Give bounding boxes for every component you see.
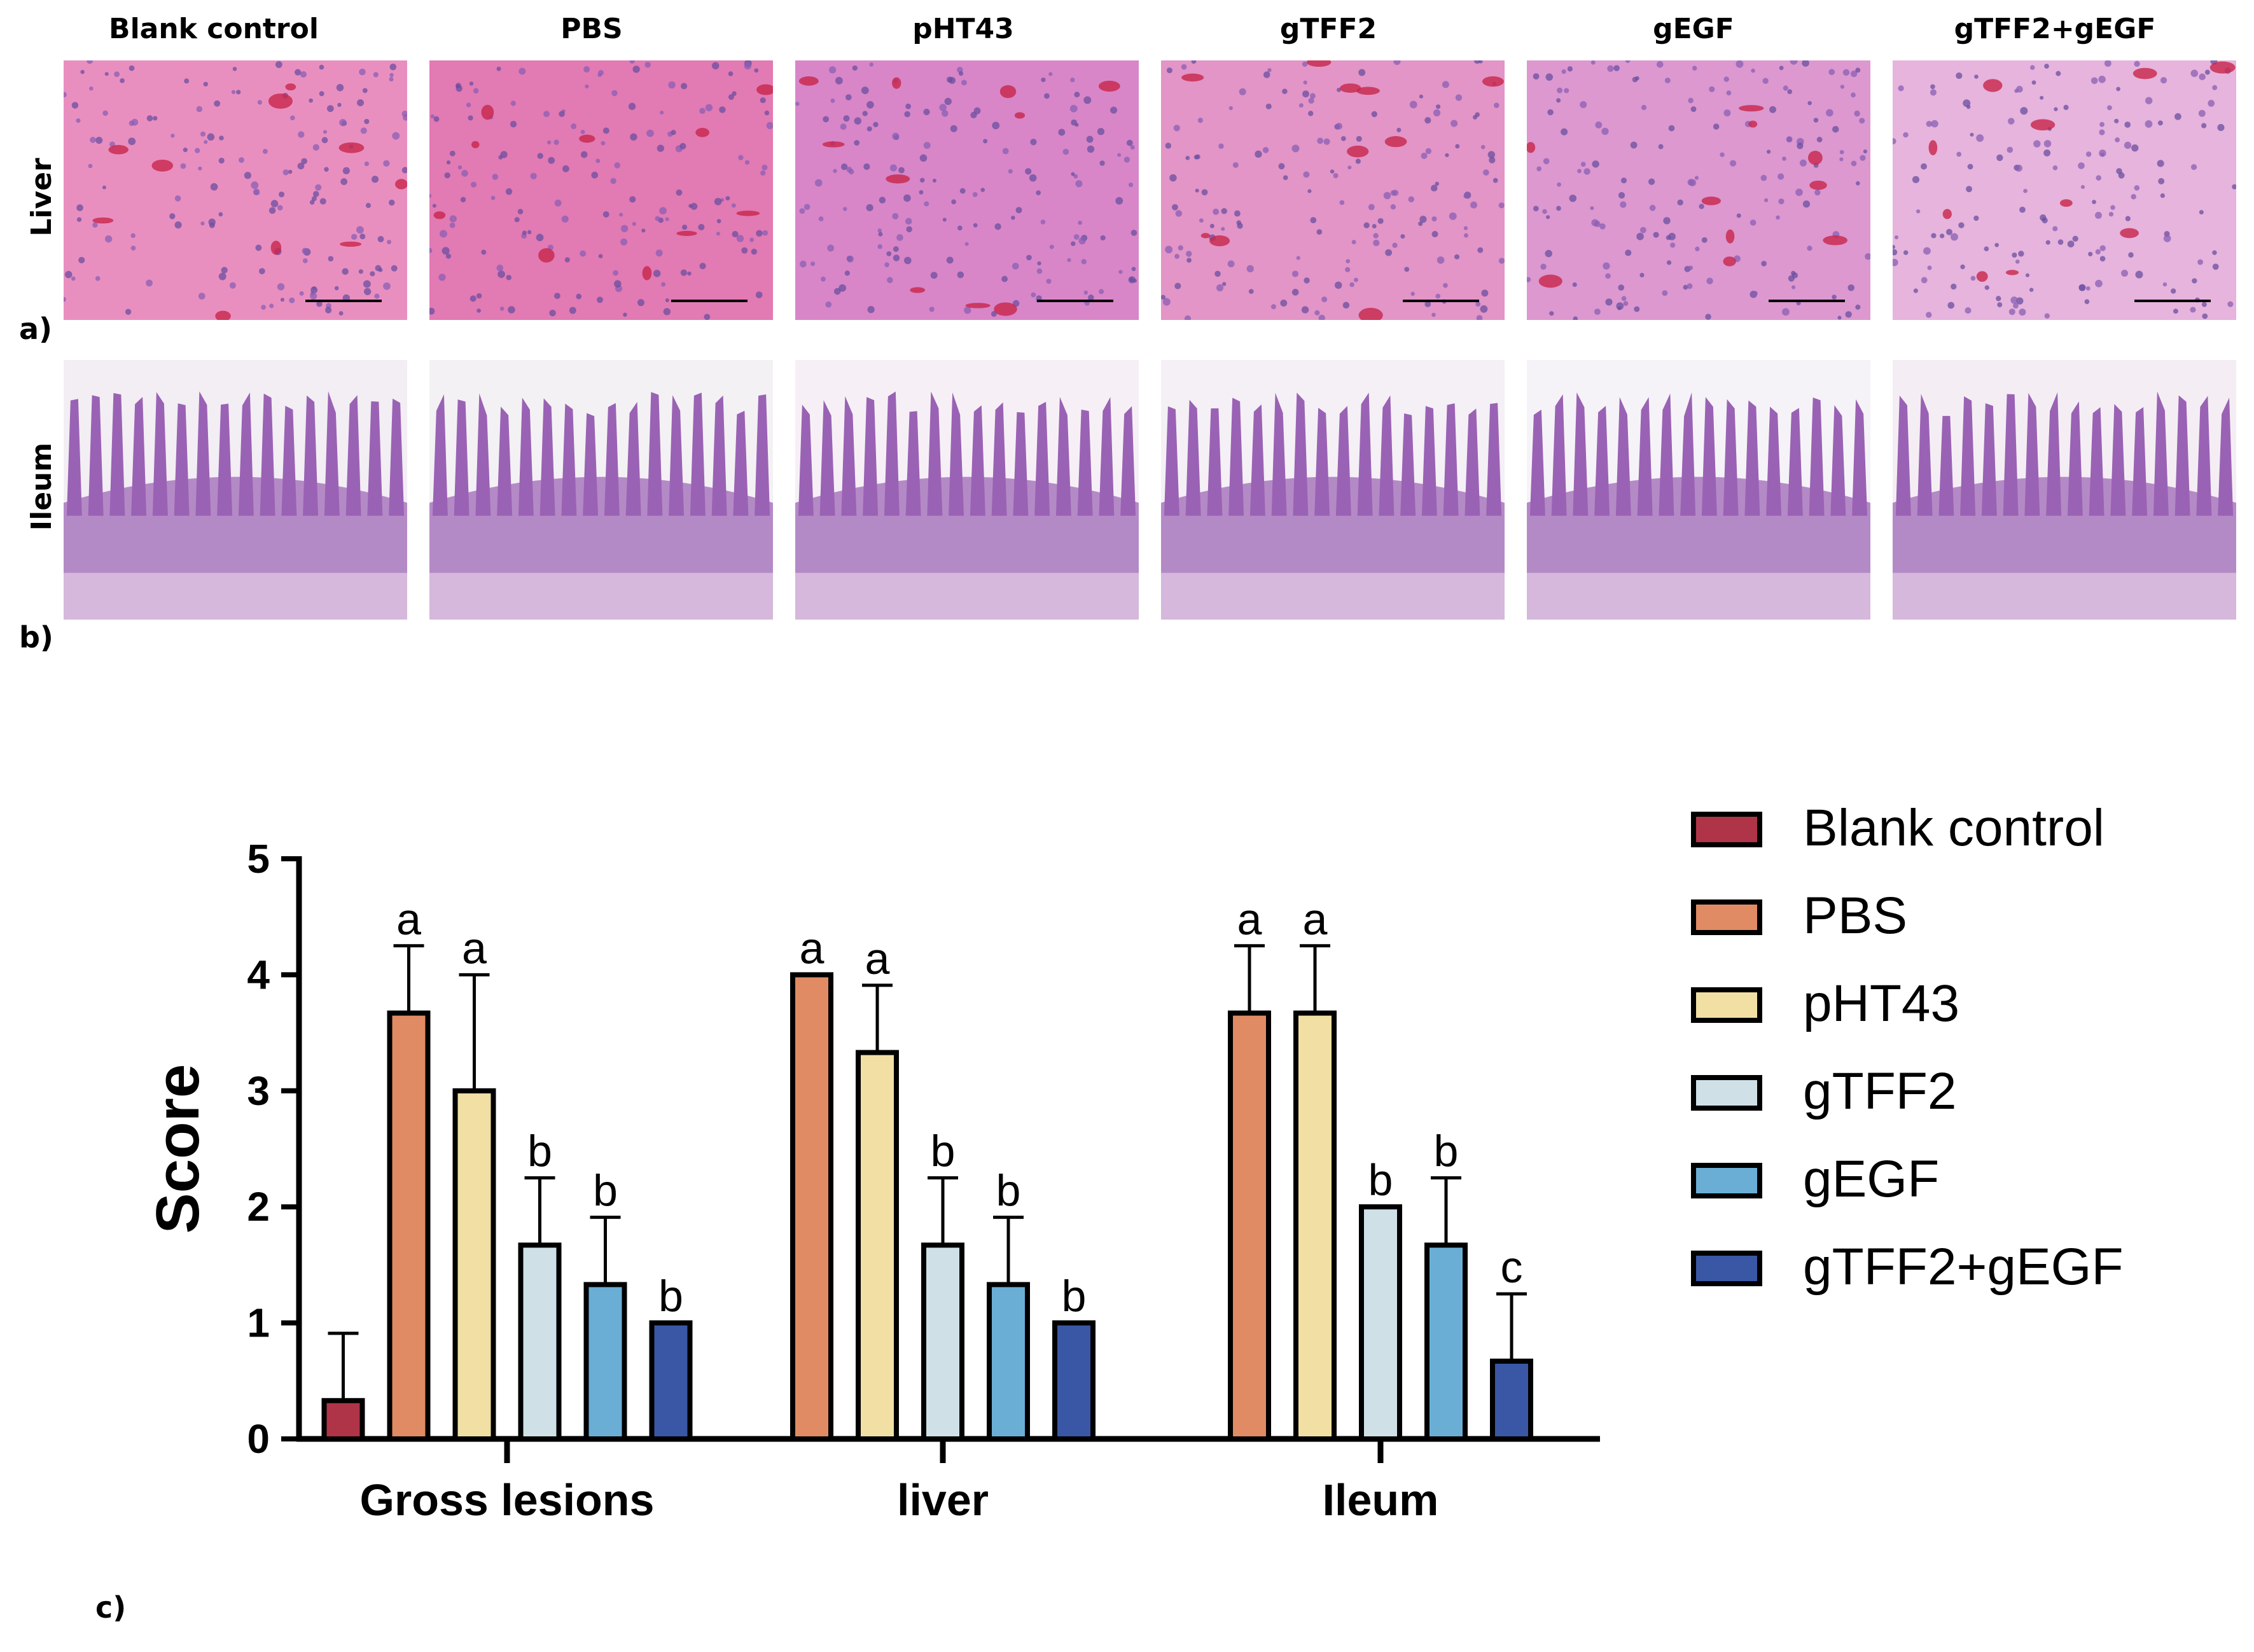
legend-label: pHT43 xyxy=(1803,975,1959,1032)
significance-letter: b xyxy=(996,1166,1021,1216)
y-tick-label: 1 xyxy=(247,1300,270,1346)
significance-letter: a xyxy=(865,934,890,983)
bar xyxy=(1490,1358,1533,1441)
legend-swatch xyxy=(1691,899,1762,935)
bar xyxy=(1293,1010,1337,1442)
significance-letter: b xyxy=(931,1127,956,1176)
column-label-gegf: gEGF xyxy=(1653,13,1734,45)
legend-swatch xyxy=(1691,1075,1762,1111)
bar xyxy=(987,1282,1030,1441)
significance-letter: b xyxy=(658,1272,683,1321)
row-label-ileum: Ileum xyxy=(25,442,58,531)
column-label-pht43: pHT43 xyxy=(912,13,1014,45)
legend-label: PBS xyxy=(1803,887,1907,945)
significance-letter: a xyxy=(462,923,487,973)
y-tick-label: 4 xyxy=(247,952,270,997)
ileum-micrograph-3 xyxy=(795,360,1139,620)
significance-letter: b xyxy=(1062,1272,1087,1321)
significance-letter: a xyxy=(1303,894,1328,944)
liver-micrograph-2 xyxy=(429,60,773,320)
bar xyxy=(649,1320,693,1442)
ileum-micrograph-5 xyxy=(1527,360,1870,620)
ileum-micrograph-2 xyxy=(429,360,773,620)
bar xyxy=(452,1088,496,1442)
bar xyxy=(1359,1204,1402,1441)
liver-micrograph-4 xyxy=(1161,60,1505,320)
column-label-gtff2: gTFF2 xyxy=(1279,13,1377,45)
bar xyxy=(583,1282,627,1441)
legend-label: Blank control xyxy=(1803,799,2104,857)
significance-letter: a xyxy=(800,923,824,973)
x-tick-label: Ileum xyxy=(1323,1475,1439,1525)
legend-label: gTFF2 xyxy=(1803,1062,1956,1120)
bar xyxy=(1228,1010,1271,1442)
bar xyxy=(387,1010,431,1442)
legend-swatch xyxy=(1691,1251,1762,1286)
column-label-gtff2-gegf: gTFF2+gEGF xyxy=(1954,13,2156,45)
y-axis-title: Score xyxy=(144,1064,212,1234)
liver-micrograph-3 xyxy=(795,60,1139,320)
column-label-pbs: PBS xyxy=(560,13,623,45)
significance-letter: c xyxy=(1501,1242,1523,1292)
x-tick-label: liver xyxy=(897,1475,989,1525)
liver-micrograph-6 xyxy=(1893,60,2236,320)
bar xyxy=(1052,1320,1096,1442)
row-label-liver: Liver xyxy=(25,158,58,237)
liver-micrograph-1 xyxy=(64,60,407,320)
significance-letter: a xyxy=(1237,894,1262,944)
bar xyxy=(518,1242,562,1441)
column-label-blank-control: Blank control xyxy=(109,13,319,45)
significance-letter: a xyxy=(396,894,421,944)
bar xyxy=(856,1050,899,1442)
ileum-micrograph-6 xyxy=(1893,360,2236,620)
legend-swatch xyxy=(1691,987,1762,1023)
bar xyxy=(921,1242,964,1441)
ileum-micrograph-4 xyxy=(1161,360,1505,620)
significance-letter: b xyxy=(1434,1127,1459,1176)
bar xyxy=(321,1398,365,1442)
panel-label-c: c) xyxy=(95,1590,127,1625)
significance-letter: b xyxy=(593,1166,618,1216)
legend-swatch xyxy=(1691,1163,1762,1198)
panel-label-b: b) xyxy=(19,620,53,655)
x-tick-label: Gross lesions xyxy=(360,1475,655,1525)
significance-letter: b xyxy=(1368,1155,1393,1205)
bar xyxy=(790,972,833,1441)
y-tick-label: 3 xyxy=(247,1068,270,1114)
legend-label: gEGF xyxy=(1803,1150,1939,1208)
legend-swatch xyxy=(1691,812,1762,847)
y-tick-label: 5 xyxy=(247,836,270,882)
y-tick-label: 2 xyxy=(247,1184,270,1230)
panel-label-a: a) xyxy=(19,312,53,346)
ileum-micrograph-1 xyxy=(64,360,407,620)
liver-micrograph-5 xyxy=(1527,60,1870,320)
legend-label: gTFF2+gEGF xyxy=(1803,1238,2124,1296)
y-tick-label: 0 xyxy=(247,1416,270,1462)
significance-letter: b xyxy=(527,1127,552,1176)
bar xyxy=(1424,1242,1468,1441)
